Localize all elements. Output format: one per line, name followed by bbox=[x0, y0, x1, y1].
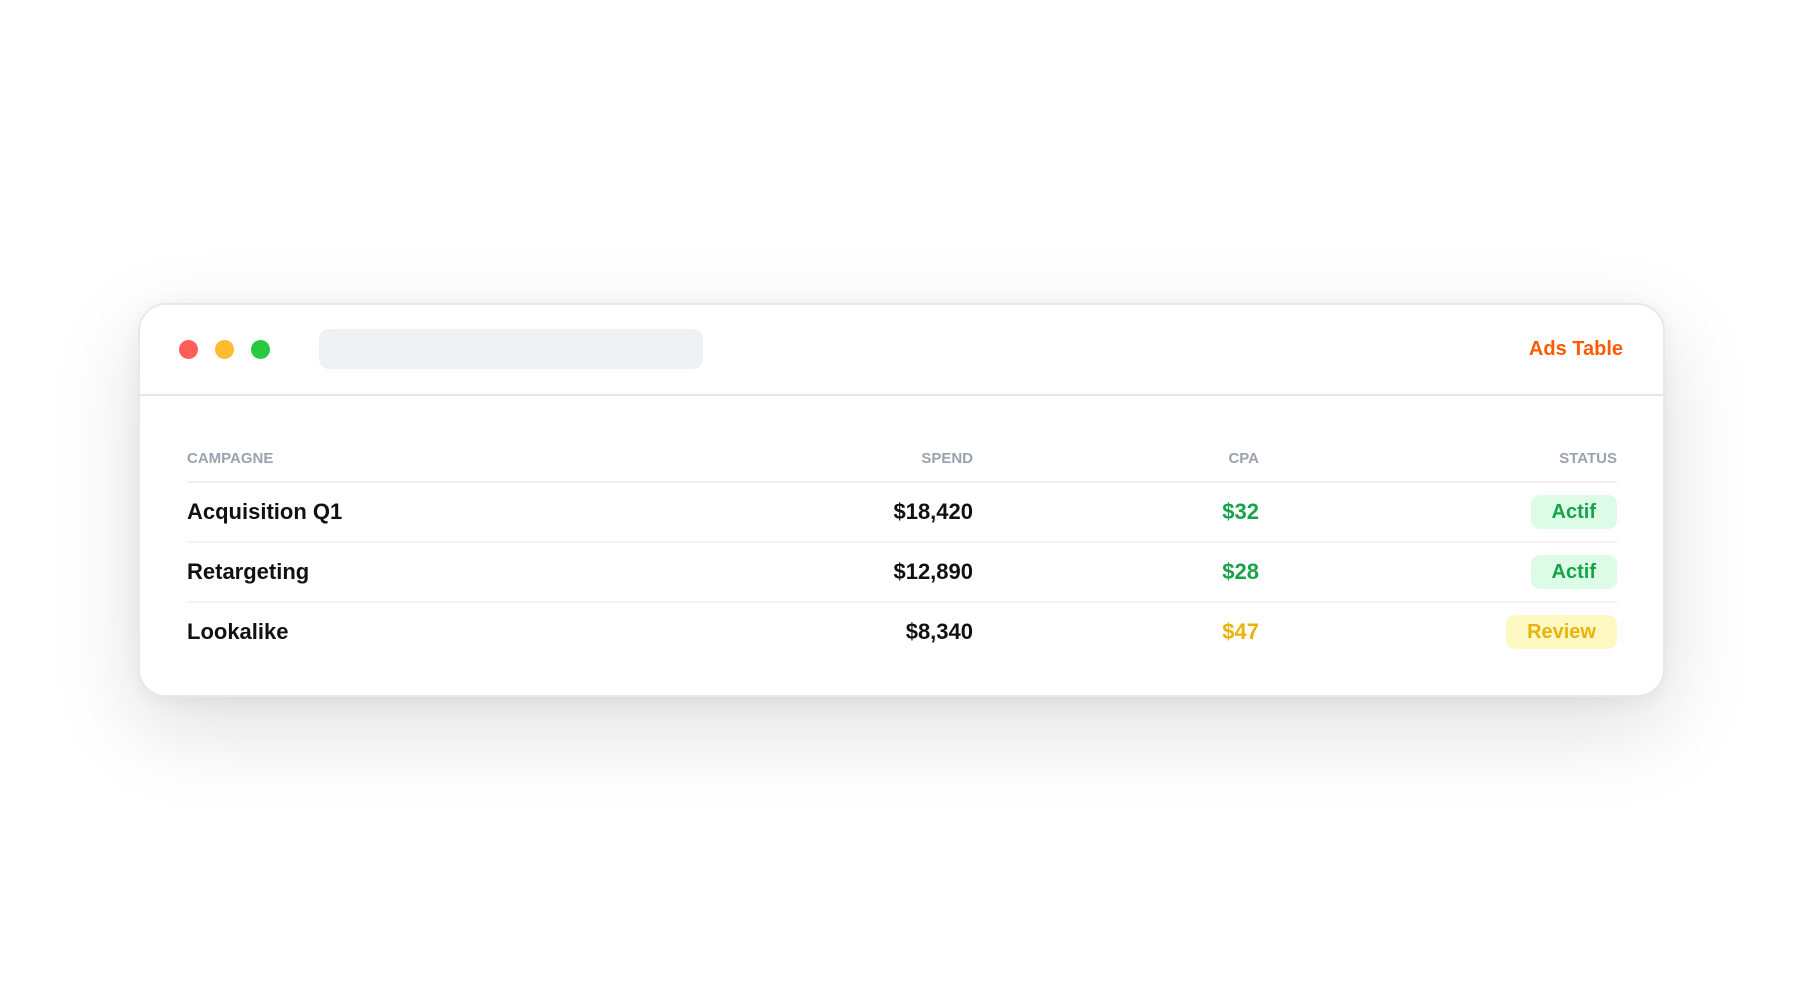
status-badge: Review bbox=[1506, 615, 1617, 649]
cpa-value: $28 bbox=[973, 542, 1259, 603]
app-window: Ads Table Campagne Spend CPA Status Acqu… bbox=[138, 303, 1665, 697]
table-header-row: Campagne Spend CPA Status bbox=[187, 435, 1617, 483]
close-window-button[interactable] bbox=[179, 340, 198, 359]
cpa-value: $32 bbox=[973, 482, 1259, 543]
app-title: Ads Table bbox=[1528, 338, 1623, 360]
status-cell: Actif bbox=[1259, 542, 1617, 603]
column-header-status[interactable]: Status bbox=[1259, 435, 1617, 483]
cpa-value: $47 bbox=[1222, 619, 1259, 644]
spend-value: $18,420 bbox=[687, 482, 973, 543]
minimize-window-button[interactable] bbox=[215, 340, 234, 359]
table-row[interactable]: Retargeting $12,890 $28 Actif bbox=[187, 542, 1617, 603]
column-header-campaign[interactable]: Campagne bbox=[187, 435, 687, 483]
spend-value: $8,340 bbox=[905, 619, 973, 644]
status-cell: Review bbox=[1259, 602, 1617, 661]
status-badge: Actif bbox=[1530, 495, 1617, 529]
campaign-name: Retargeting bbox=[187, 542, 687, 603]
address-bar[interactable] bbox=[319, 329, 703, 369]
table-row[interactable]: Acquisition Q1 $18,420 $32 Actif bbox=[187, 482, 1617, 543]
ads-table: Campagne Spend CPA Status Acquisition Q1… bbox=[187, 435, 1617, 661]
table-row[interactable]: Lookalike $8,340 $47 Review bbox=[187, 602, 1617, 661]
campaign-name: Acquisition Q1 bbox=[187, 482, 687, 543]
spend-value: $12,890 bbox=[687, 542, 973, 603]
title-bar: Ads Table bbox=[140, 305, 1663, 396]
maximize-window-button[interactable] bbox=[251, 340, 270, 359]
column-header-spend[interactable]: Spend bbox=[687, 435, 973, 483]
status-badge: Actif bbox=[1530, 555, 1617, 589]
status-cell: Actif bbox=[1259, 482, 1617, 543]
column-header-cpa[interactable]: CPA bbox=[973, 435, 1259, 483]
campaign-name: Lookalike bbox=[187, 619, 289, 644]
